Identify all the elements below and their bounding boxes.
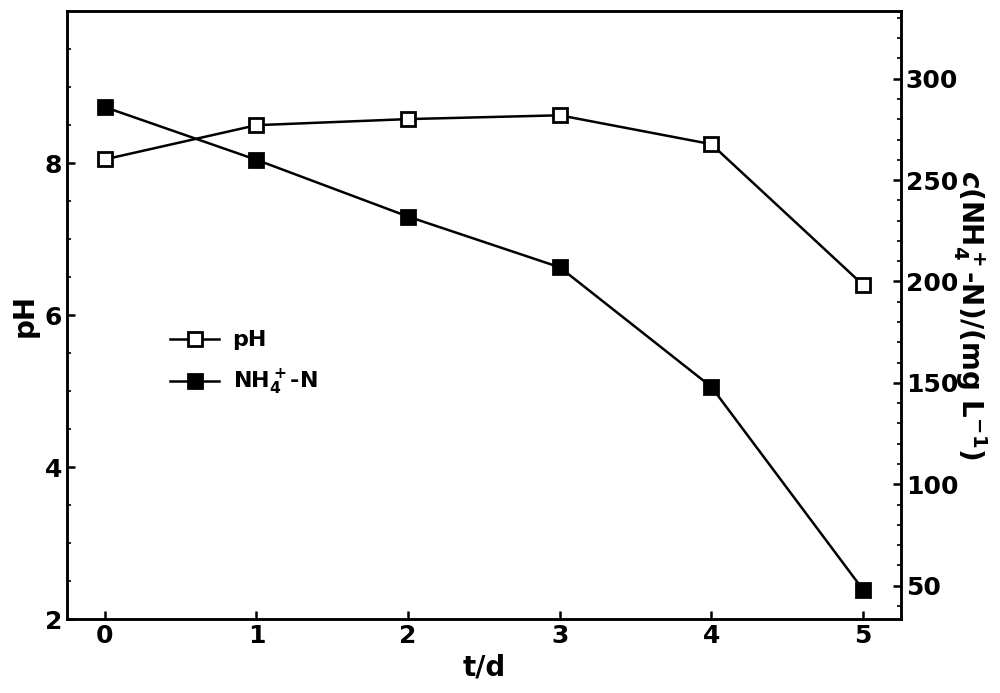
Y-axis label: $c$(NH$_4^+$-N)/(mg L$^{-1}$): $c$(NH$_4^+$-N)/(mg L$^{-1}$) <box>951 170 989 460</box>
X-axis label: t/d: t/d <box>462 654 506 682</box>
Legend: pH, NH$_4^+$-N: pH, NH$_4^+$-N <box>161 322 326 406</box>
Y-axis label: pH: pH <box>11 294 39 337</box>
